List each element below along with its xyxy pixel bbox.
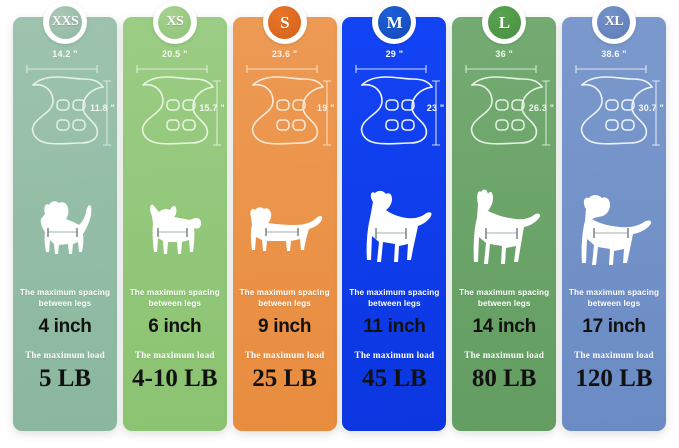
spec-text-block: The maximum spacing between legs 11 inch Th…: [342, 282, 446, 431]
max-load-label: The maximum load: [354, 349, 435, 360]
harness-height-dimension: 15.7 ": [199, 103, 225, 113]
size-badge-label: XL: [597, 5, 631, 39]
spec-text-block: The maximum spacing between legs 17 inch Th…: [562, 282, 666, 431]
size-badge-label: XS: [158, 5, 192, 39]
harness-diagram-svg: [136, 65, 221, 146]
spec-text-block: The maximum spacing between legs 6 inch The…: [123, 282, 227, 431]
harness-width-dimension: 36 ": [495, 49, 513, 59]
size-column-l[interactable]: L 36 " 26.3 " The maximum spacing between le…: [452, 0, 557, 431]
max-spacing-value: 11 inch: [363, 315, 426, 337]
size-badge-xl[interactable]: XL: [591, 0, 636, 44]
max-spacing-label: The maximum spacing between legs: [19, 288, 111, 308]
dog-silhouette: [452, 174, 556, 282]
size-badge-label: M: [377, 5, 411, 39]
spec-text-block: The maximum spacing between legs 4 inch The…: [13, 282, 117, 431]
harness-diagram: 36 " 26.3 ": [452, 43, 556, 178]
harness-height-dimension: 23 ": [426, 103, 445, 113]
harness-width-dimension: 23.6 ": [271, 49, 298, 59]
harness-height-dimension: 30.7 ": [638, 103, 664, 113]
harness-height-dimension: 26.3 ": [528, 103, 555, 113]
dog-silhouette-svg: [249, 207, 322, 251]
harness-diagram-svg: [26, 65, 111, 146]
dog-silhouette: [123, 174, 227, 282]
harness-diagram: 20.5 " 15.7 ": [123, 43, 227, 178]
dog-silhouette: [233, 174, 337, 282]
size-column-m[interactable]: M 29 " 23 " The maximum spacing between legs…: [342, 0, 447, 431]
dog-silhouette: [342, 174, 446, 282]
harness-diagram-svg: [246, 65, 331, 146]
dog-silhouette-svg: [149, 204, 201, 254]
dog-silhouette: [562, 174, 666, 282]
harness-height-dimension: 19 ": [317, 103, 335, 113]
max-load-value: 25 LB: [252, 364, 317, 392]
max-spacing-value: 4 inch: [38, 315, 92, 337]
dog-silhouette: [13, 174, 117, 282]
max-spacing-label: The maximum spacing between legs: [349, 288, 440, 308]
harness-diagram-svg: [465, 65, 551, 146]
size-badge-label: L: [487, 5, 521, 39]
max-spacing-value: 17 inch: [582, 315, 646, 337]
harness-height-dimension: 11.8 ": [90, 103, 115, 113]
max-load-label: The maximum load: [25, 349, 105, 360]
max-load-value: 120 LB: [575, 364, 653, 392]
harness-diagram: 29 " 23 ": [342, 43, 446, 178]
size-column-s[interactable]: S 23.6 " 19 " The maximum spacing between le…: [232, 0, 337, 431]
size-badge-xs[interactable]: XS: [152, 0, 197, 44]
dog-silhouette-svg: [581, 195, 652, 265]
max-load-label: The maximum load: [244, 349, 325, 360]
harness-diagram: 14.2 " 11.8 ": [13, 43, 117, 178]
harness-width-dimension: 29 ": [385, 49, 404, 59]
max-load-value: 80 LB: [471, 364, 537, 392]
max-load-label: The maximum load: [134, 349, 215, 360]
max-load-label: The maximum load: [574, 349, 654, 360]
size-badge-m[interactable]: M: [372, 0, 417, 44]
harness-diagram: 38.6 " 30.7 ": [562, 43, 666, 178]
max-load-value: 45 LB: [362, 364, 427, 392]
max-load-value: 4-10 LB: [132, 364, 218, 392]
dog-silhouette-svg: [367, 190, 432, 262]
size-badge-xxs[interactable]: XXS: [43, 0, 87, 44]
spec-text-block: The maximum spacing between legs 14 inch Th…: [452, 282, 556, 431]
spec-text-block: The maximum spacing between legs 9 inch The…: [233, 282, 337, 431]
harness-width-dimension: 14.2 ": [52, 49, 78, 59]
max-spacing-label: The maximum spacing between legs: [568, 288, 660, 308]
dog-silhouette-svg: [473, 189, 541, 264]
size-badge-s[interactable]: S: [262, 0, 307, 44]
dog-silhouette-svg: [40, 201, 92, 254]
max-spacing-label: The maximum spacing between legs: [129, 288, 220, 308]
max-load-value: 5 LB: [38, 364, 92, 392]
max-spacing-value: 9 inch: [258, 315, 312, 337]
harness-width-dimension: 20.5 ": [162, 49, 188, 59]
max-spacing-value: 14 inch: [472, 315, 537, 337]
max-spacing-value: 6 inch: [148, 315, 202, 337]
max-load-label: The maximum load: [464, 349, 545, 360]
size-badge-label: S: [268, 5, 302, 39]
size-column-xxs[interactable]: XXS 14.2 " 11.8 " The maximum spacing betwee…: [13, 0, 117, 431]
max-spacing-label: The maximum spacing between legs: [239, 288, 330, 308]
max-spacing-label: The maximum spacing between legs: [459, 288, 550, 308]
harness-diagram-svg: [575, 65, 660, 146]
size-badge-label: XXS: [48, 5, 82, 39]
size-column-xl[interactable]: XL 38.6 " 30.7 " The maximum spacing between…: [561, 0, 666, 431]
size-badge-l[interactable]: L: [482, 0, 527, 44]
harness-diagram-svg: [355, 65, 441, 146]
harness-diagram: 23.6 " 19 ": [233, 43, 337, 178]
harness-width-dimension: 38.6 ": [601, 49, 627, 59]
size-column-xs[interactable]: XS 20.5 " 15.7 " The maximum spacing between…: [122, 0, 227, 431]
